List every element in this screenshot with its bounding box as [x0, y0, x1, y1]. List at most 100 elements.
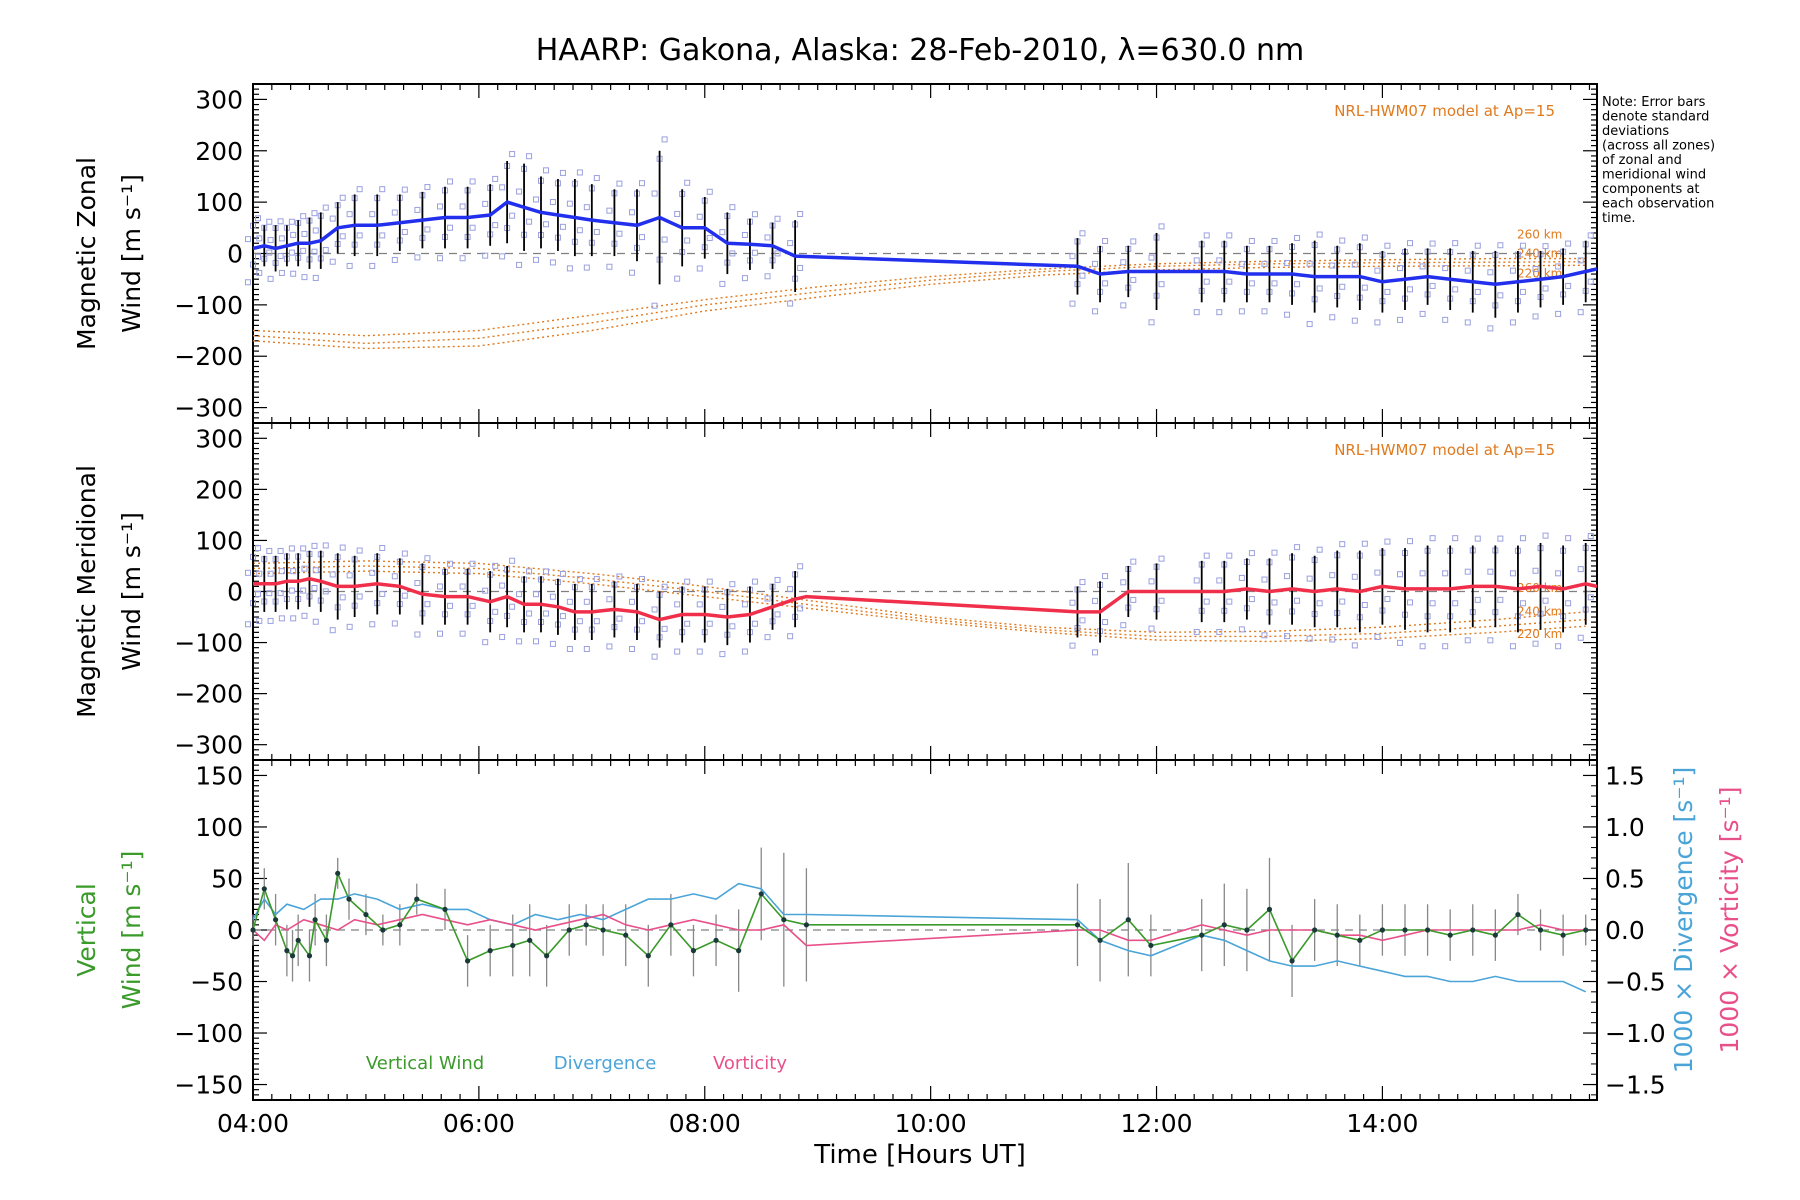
- scatter-point: [719, 229, 726, 236]
- y-tick-label: −100: [174, 629, 243, 658]
- y-tick-label: 300: [195, 85, 243, 114]
- scatter-point: [499, 582, 506, 589]
- scatter-point: [1532, 313, 1539, 320]
- scatter-point: [1238, 574, 1245, 581]
- vertical-wind-point: [803, 922, 810, 928]
- scatter-point: [379, 232, 386, 239]
- scatter-point: [290, 270, 297, 277]
- note-line: time.: [1602, 211, 1636, 226]
- scatter-point: [797, 211, 804, 218]
- vertical-wind-point: [250, 927, 256, 933]
- y2-tick-label: −1.0: [1605, 1019, 1666, 1048]
- scatter-point: [1577, 566, 1584, 573]
- scatter-point: [447, 560, 453, 567]
- y2-axis-label-vorticity: 1000 × Vorticity [s⁻¹]: [1715, 787, 1744, 1054]
- scatter-point: [1069, 253, 1076, 260]
- scatter-point: [696, 648, 703, 655]
- scatter-point: [1294, 281, 1301, 288]
- scatter-point: [267, 237, 274, 244]
- scatter-point: [379, 590, 386, 597]
- scatter-point: [255, 544, 261, 551]
- vertical-wind-point: [323, 937, 330, 943]
- scatter-point: [1374, 267, 1381, 274]
- scatter-point: [1102, 280, 1109, 287]
- vertical-wind-point: [690, 948, 697, 954]
- scatter-point: [1464, 637, 1471, 644]
- scatter-point: [1203, 232, 1210, 239]
- scatter-point: [576, 576, 583, 583]
- scatter-point: [267, 617, 274, 624]
- vertical-wind-point: [1125, 917, 1131, 923]
- scatter-point: [1102, 619, 1109, 626]
- scatter-point: [492, 222, 499, 229]
- scatter-point: [1261, 632, 1268, 639]
- legend-entry: Divergence: [554, 1053, 657, 1074]
- scatter-point: [616, 180, 623, 187]
- scatter-point: [1120, 579, 1127, 586]
- model-label: NRL-HWM07 model at Ap=15: [1334, 102, 1555, 120]
- scatter-point: [1102, 237, 1109, 244]
- y-tick-label: 200: [195, 475, 243, 504]
- scatter-point: [278, 568, 285, 575]
- scatter-point: [526, 568, 533, 575]
- model-curve: [252, 565, 1586, 638]
- scatter-point: [1306, 575, 1313, 582]
- vertical-wind-point: [1199, 932, 1205, 938]
- scatter-point: [559, 169, 566, 176]
- scatter-point: [300, 587, 307, 594]
- scatter-point: [482, 639, 489, 646]
- scatter-point: [1397, 265, 1403, 272]
- x-tick-label: 08:00: [669, 1109, 741, 1138]
- scatter-point: [706, 578, 713, 585]
- scatter-point: [1226, 598, 1233, 605]
- model-alt-label: 220 km: [1517, 627, 1562, 641]
- scatter-point: [1158, 555, 1165, 562]
- y-tick-label: 0: [227, 916, 243, 945]
- vertical-wind-point: [1379, 927, 1386, 933]
- scatter-point: [1130, 238, 1137, 245]
- scatter-point: [764, 595, 771, 602]
- model-label: NRL-HWM07 model at Ap=15: [1334, 441, 1555, 459]
- scatter-point: [764, 273, 771, 280]
- scatter-point: [1339, 598, 1346, 605]
- scatter-point: [1193, 309, 1200, 316]
- scatter-point: [741, 232, 748, 239]
- scatter-point: [1351, 317, 1358, 324]
- scatter-point: [1069, 642, 1076, 649]
- scatter-point: [1419, 643, 1426, 650]
- vertical-wind-point: [312, 917, 318, 923]
- scatter-point: [1519, 242, 1526, 249]
- scatter-point: [1238, 308, 1245, 315]
- scatter-point: [1351, 261, 1358, 268]
- vertical-wind-point: [1334, 932, 1340, 938]
- scatter-point: [593, 618, 600, 625]
- scatter-point: [1407, 286, 1413, 293]
- scatter-point: [1329, 636, 1336, 643]
- scatter-point: [566, 265, 573, 272]
- scatter-point: [661, 236, 668, 243]
- scatter-point: [1158, 281, 1165, 288]
- scatter-point: [696, 601, 703, 608]
- scatter-point: [764, 234, 771, 241]
- scatter-point: [616, 573, 623, 580]
- scatter-point: [661, 583, 668, 590]
- scatter-point: [1577, 257, 1584, 264]
- y-axis-label: Magnetic Meridional: [72, 465, 101, 718]
- scatter-point: [1226, 232, 1233, 239]
- scatter-point: [741, 648, 748, 655]
- scatter-point: [1519, 288, 1526, 295]
- scatter-point: [1238, 260, 1245, 267]
- scatter-point: [1092, 597, 1099, 604]
- scatter-point: [301, 274, 308, 281]
- scatter-point: [1339, 541, 1346, 548]
- scatter-point: [729, 204, 736, 211]
- scatter-point: [583, 645, 590, 652]
- y-tick-label: 300: [195, 424, 243, 453]
- x-tick-label: 10:00: [895, 1109, 967, 1138]
- vertical-wind-point: [284, 948, 290, 954]
- scatter-point: [1587, 232, 1594, 239]
- y-tick-label: 0: [227, 578, 243, 607]
- scatter-point: [1509, 570, 1516, 577]
- scatter-point: [339, 233, 346, 240]
- scatter-point: [1532, 640, 1539, 647]
